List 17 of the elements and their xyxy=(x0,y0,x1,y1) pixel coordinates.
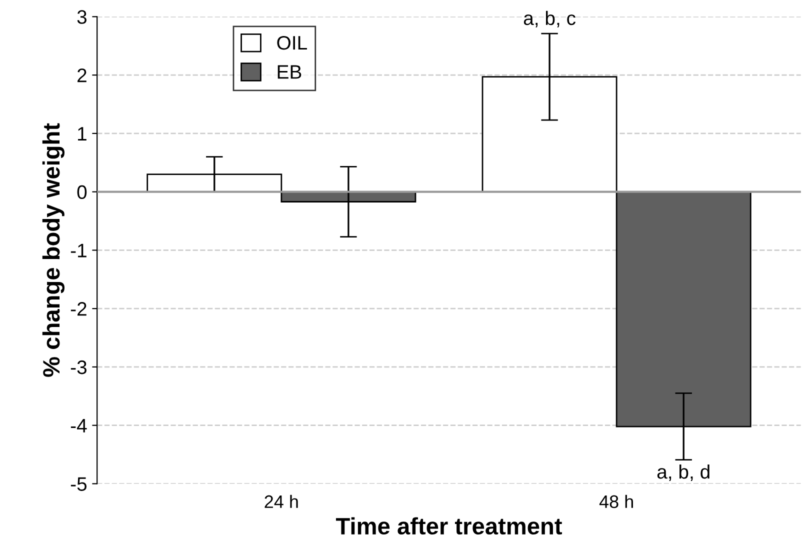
legend-label: EB xyxy=(278,65,302,79)
annotation: a, b, d xyxy=(657,464,710,482)
y-tick-label: -2 xyxy=(70,302,86,316)
annotation: a, b, c xyxy=(524,10,576,28)
y-tick-label: -3 xyxy=(70,360,87,374)
y-tick-label: 2 xyxy=(78,68,86,82)
y-tick-label: 0 xyxy=(77,185,87,200)
y-tick-label: -5 xyxy=(70,477,87,491)
x-tick-label: 24 h xyxy=(264,494,298,508)
y-tick-label: 3 xyxy=(77,10,87,24)
y-tick-label: -1 xyxy=(70,244,86,258)
y-tick-label: -4 xyxy=(70,419,87,432)
legend-label: OIL xyxy=(277,36,307,50)
x-axis-title: Time after treatment xyxy=(336,517,562,535)
y-axis-title: % change body weight xyxy=(42,123,65,377)
x-tick-label: 48 h xyxy=(599,494,633,508)
y-tick-label: 1 xyxy=(78,127,86,140)
